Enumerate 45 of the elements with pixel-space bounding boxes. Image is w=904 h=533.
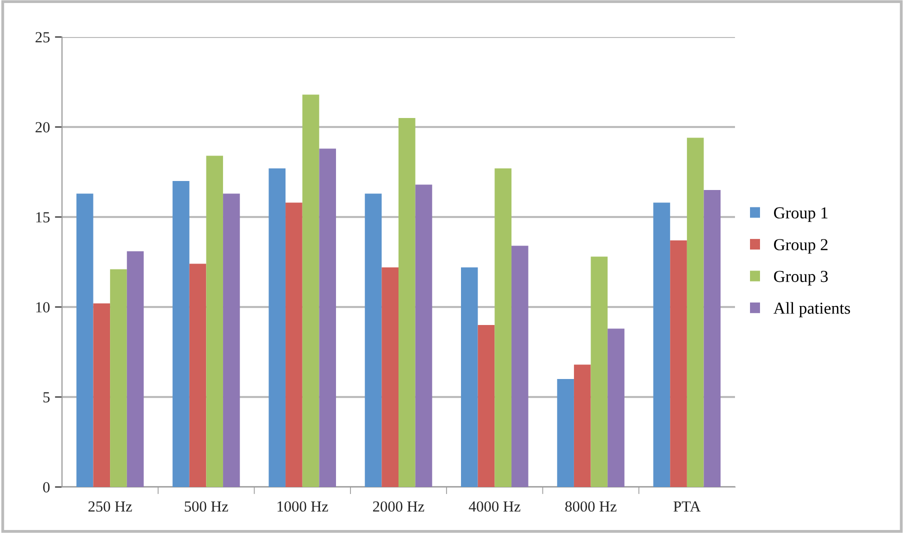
x-tick-label: 8000 Hz <box>565 501 616 512</box>
legend-label: Group 1 <box>774 207 828 222</box>
y-tick-label: 20 <box>36 122 50 132</box>
bar <box>574 364 591 487</box>
bar <box>286 202 302 487</box>
bar <box>206 156 224 487</box>
y-tick-label: 5 <box>43 392 50 402</box>
bar <box>268 168 286 487</box>
bar <box>382 267 398 487</box>
bar <box>126 251 144 487</box>
legend-label: Group 3 <box>774 270 828 286</box>
x-tick-label: 4000 Hz <box>468 501 520 512</box>
bar <box>511 246 528 487</box>
bar <box>172 181 190 487</box>
legend-label: All patients <box>773 302 850 318</box>
bar <box>460 267 478 487</box>
bar <box>189 264 206 487</box>
x-tick-label: PTA <box>674 501 701 512</box>
y-tick-label: 15 <box>36 212 50 222</box>
bar <box>415 184 432 487</box>
x-tick-label: 250 Hz <box>88 501 132 512</box>
bar <box>670 240 687 487</box>
bar <box>590 256 608 487</box>
bar <box>76 194 94 487</box>
bar <box>319 148 336 487</box>
y-tick-label: 25 <box>36 32 50 42</box>
bar <box>653 202 670 487</box>
bar <box>398 118 416 487</box>
bar <box>704 190 721 487</box>
x-tick-label: 1000 Hz <box>278 501 328 512</box>
bar <box>93 303 110 487</box>
x-tick-label: 2000 Hz <box>373 501 424 512</box>
x-tick-label: 500 Hz <box>184 501 228 512</box>
y-tick-label: 10 <box>36 302 50 312</box>
bar <box>686 138 704 487</box>
bar <box>302 94 320 487</box>
bar <box>110 269 127 487</box>
bar <box>223 194 240 487</box>
bar <box>494 168 512 487</box>
bar <box>478 325 495 487</box>
legend-label: Group 2 <box>774 239 828 254</box>
bar <box>557 379 574 487</box>
bar <box>608 328 624 487</box>
y-tick-label: 0 <box>43 482 50 492</box>
bar <box>364 194 382 487</box>
